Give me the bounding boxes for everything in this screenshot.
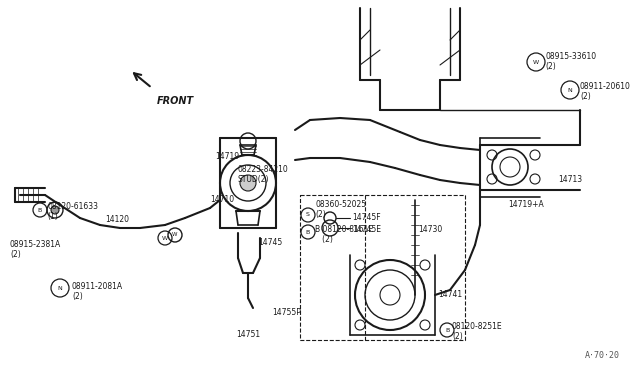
Text: S: S — [306, 212, 310, 218]
Text: B 08120-8161E
   (2): B 08120-8161E (2) — [315, 225, 373, 244]
Circle shape — [51, 206, 59, 214]
Text: W: W — [172, 232, 178, 237]
Text: 08360-52025
(2): 08360-52025 (2) — [315, 200, 366, 219]
Text: 14741: 14741 — [438, 290, 462, 299]
Text: 08223-84210
STUD(2): 08223-84210 STUD(2) — [238, 165, 289, 185]
Bar — [300, 195, 465, 340]
Text: 14719+A: 14719+A — [508, 200, 544, 209]
Text: B: B — [445, 327, 449, 333]
Text: 08911-2081A
(2): 08911-2081A (2) — [72, 282, 123, 301]
Text: 08120-8251E
(2): 08120-8251E (2) — [452, 322, 502, 341]
Text: 14120: 14120 — [105, 215, 129, 224]
Text: 14710: 14710 — [210, 195, 234, 204]
Text: 14745E: 14745E — [352, 225, 381, 234]
Text: 08120-61633
(1): 08120-61633 (1) — [47, 202, 98, 221]
Text: 14730: 14730 — [418, 225, 442, 234]
Text: N: N — [58, 285, 62, 291]
Text: FRONT: FRONT — [157, 96, 194, 106]
Text: 14713: 14713 — [558, 175, 582, 184]
Circle shape — [240, 175, 256, 191]
Text: 14745F: 14745F — [352, 213, 381, 222]
Text: 14755P: 14755P — [272, 308, 301, 317]
Text: N: N — [568, 87, 572, 93]
Text: 14719: 14719 — [215, 152, 239, 161]
Text: 08911-20610
(2): 08911-20610 (2) — [580, 82, 631, 102]
Text: 14745: 14745 — [258, 238, 282, 247]
Text: 14751: 14751 — [236, 330, 260, 339]
Text: 08915-2381A
(2): 08915-2381A (2) — [10, 240, 61, 259]
Text: B: B — [38, 208, 42, 212]
Text: B: B — [306, 230, 310, 234]
Text: A·70·20: A·70·20 — [585, 351, 620, 360]
Text: W: W — [162, 235, 168, 241]
Text: W: W — [533, 60, 539, 64]
Text: 08915-33610
(2): 08915-33610 (2) — [545, 52, 596, 71]
